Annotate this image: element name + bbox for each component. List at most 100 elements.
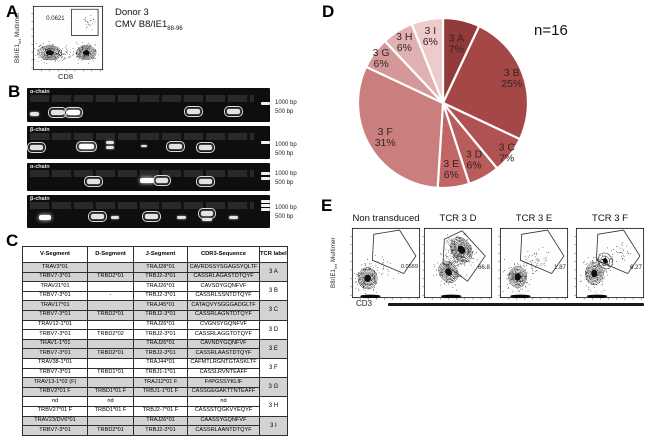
table-cell: CASSRLSSNTDTQYF: [187, 290, 260, 302]
event-dot: [453, 255, 455, 257]
event-dot: [460, 248, 462, 250]
flow-plot-canvas: [350, 227, 421, 300]
event-dot: [599, 266, 601, 268]
event-dot: [514, 279, 516, 281]
event-dot: [597, 274, 599, 276]
event-dot: [524, 275, 526, 277]
event-dot: [456, 265, 458, 267]
table-row: TRBV7-3*01 TRBD2*01 TRBJ2-3*01 CASSRLAANTDT…: [22, 425, 288, 436]
event-dot: [363, 280, 365, 282]
event-dot: [520, 269, 522, 271]
event-dot: [453, 260, 455, 262]
event-dot: [456, 251, 458, 253]
event-dot: [508, 273, 510, 275]
event-dot: [94, 50, 96, 52]
event-dot: [454, 246, 456, 248]
pie-slice-3I: [410, 16, 445, 105]
event-dot: [470, 245, 472, 247]
table-header: D-Segment: [87, 246, 134, 263]
event-dot: [476, 259, 478, 261]
event-dot: [95, 49, 97, 51]
panel-d-label: D: [322, 2, 335, 21]
event-dot: [464, 244, 466, 246]
event-dot: [381, 274, 383, 276]
event-dot: [374, 272, 376, 274]
table-cell: CAVSDYGQNFVF: [187, 281, 260, 292]
event-dot: [626, 245, 628, 247]
event-dot: [451, 260, 453, 262]
gel-chain-label: β-chain: [30, 196, 50, 202]
event-dot: [363, 272, 365, 274]
event-dot: [520, 266, 522, 267]
table-cell: TRBD2*02: [87, 329, 134, 340]
event-dot: [449, 249, 451, 251]
gel-ladder-band: [261, 141, 270, 144]
event-dot: [518, 281, 520, 283]
event-dot: [359, 279, 360, 281]
event-dot: [453, 254, 455, 256]
event-dot: [374, 275, 376, 277]
event-dot: [601, 284, 603, 286]
event-dot: [448, 281, 450, 283]
gel-band: [76, 141, 97, 152]
event-dot: [91, 52, 93, 54]
event-dot: [63, 54, 65, 55]
event-dot: [42, 51, 44, 53]
bp-marker-labels: 1000 bp 500 bp: [275, 170, 297, 187]
event-dot: [56, 53, 58, 55]
event-dot: [525, 259, 527, 260]
gel-ladder-band: [261, 177, 270, 180]
event-dot: [590, 276, 592, 278]
event-dot: [80, 56, 82, 57]
table-cell: TRAV1-1*01: [22, 338, 88, 350]
gel-strip-2: β-chain: [27, 126, 270, 159]
event-dot: [510, 273, 512, 275]
event-dot: [95, 51, 97, 53]
event-dot: [609, 260, 611, 262]
event-dot: [46, 62, 48, 64]
contour-ring: [78, 47, 94, 59]
event-dot: [389, 262, 391, 264]
event-dot: [57, 53, 59, 55]
event-dot: [90, 15, 92, 17]
event-dot: [515, 277, 517, 279]
event-dot: [62, 56, 64, 58]
event-dot: [623, 256, 625, 258]
event-dot: [592, 284, 594, 286]
event-dot: [525, 286, 527, 288]
event-dot: [45, 59, 47, 60]
tcr-label-cell: 3 H: [259, 396, 288, 417]
event-dot: [602, 254, 604, 256]
event-dot: [452, 254, 454, 256]
event-dot: [598, 281, 600, 283]
event-dot: [52, 53, 54, 55]
event-dot: [75, 56, 77, 58]
event-dot: [455, 256, 457, 258]
event-dot: [81, 46, 83, 48]
event-dot: [532, 267, 534, 269]
event-dot: [49, 56, 51, 58]
table-cell: [87, 415, 134, 427]
event-dot: [525, 276, 526, 277]
event-dot: [535, 256, 537, 258]
event-dot: [462, 260, 464, 262]
event-dot: [66, 53, 68, 54]
event-dot: [592, 273, 593, 275]
event-dot: [368, 281, 369, 283]
event-dot: [450, 264, 452, 266]
event-dot: [453, 241, 455, 243]
table-cell: TRAV23/DV6*01: [22, 415, 88, 427]
event-dot: [448, 258, 450, 260]
event-dot: [521, 280, 523, 282]
event-dot: [44, 53, 46, 55]
table-cell: [87, 262, 134, 273]
event-dot: [357, 279, 359, 281]
event-dot: [518, 274, 520, 276]
event-dot: [362, 272, 364, 273]
event-dot: [597, 258, 599, 260]
event-dot: [503, 270, 505, 271]
event-dot: [457, 257, 459, 259]
gel-ladder-band: [261, 204, 270, 207]
event-dot: [457, 254, 459, 256]
event-dot: [598, 254, 600, 256]
